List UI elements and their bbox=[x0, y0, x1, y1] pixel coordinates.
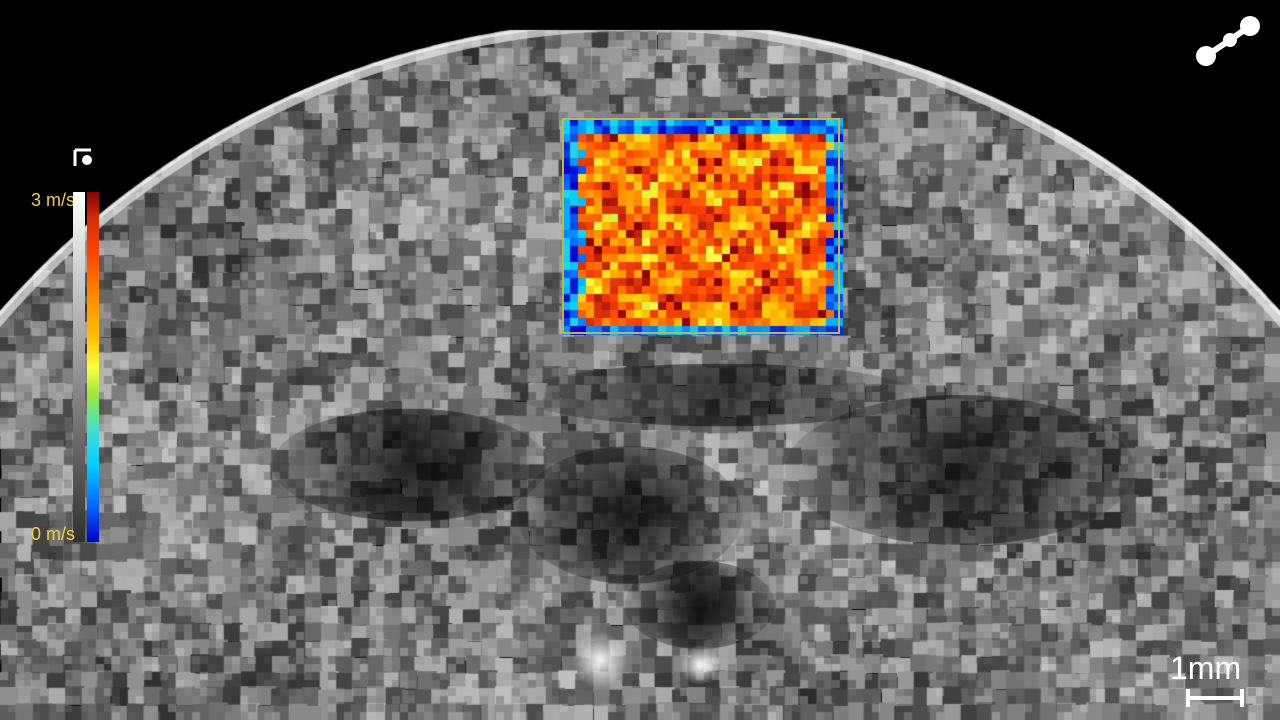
ruler-bar bbox=[1188, 696, 1242, 700]
scale-max-label: 3 m/s bbox=[31, 190, 75, 211]
grayscale-bar bbox=[73, 192, 85, 542]
roi-box[interactable] bbox=[562, 118, 840, 334]
ruler-tick-left bbox=[1186, 689, 1190, 707]
vendor-logo-icon bbox=[1192, 12, 1262, 72]
ruler-label: 1mm bbox=[1170, 650, 1241, 687]
colorflow-overlay-canvas bbox=[0, 0, 1280, 720]
orientation-marker-icon bbox=[73, 148, 97, 172]
scale-min-label: 0 m/s bbox=[31, 524, 75, 545]
ruler-tick-right bbox=[1240, 689, 1244, 707]
imaging-viewport bbox=[0, 0, 1280, 720]
scale-bars bbox=[73, 192, 99, 542]
heatmap-bar bbox=[87, 192, 99, 542]
